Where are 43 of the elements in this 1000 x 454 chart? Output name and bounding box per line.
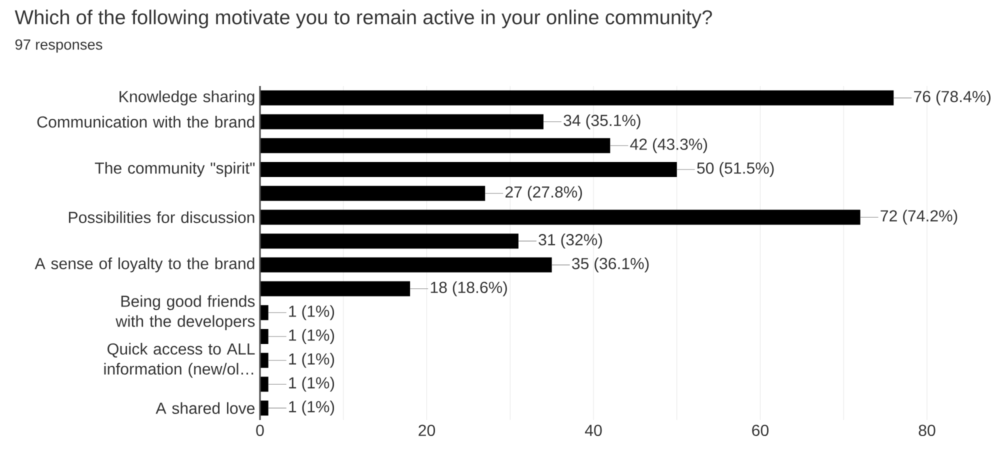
data-label: 72 (74.2%) <box>880 210 958 225</box>
x-tick-label: 80 <box>918 424 936 436</box>
data-label: 27 (27.8%) <box>506 186 582 201</box>
bar <box>260 162 677 178</box>
bar <box>260 281 410 296</box>
y-tick-label: Possibilities for discussion <box>68 211 254 224</box>
bar <box>260 90 894 106</box>
y-tick-label: The community "spirit" <box>94 162 255 177</box>
text: 97 responses <box>15 39 102 53</box>
y-tick-label: Knowledge sharing <box>120 90 254 106</box>
data-label: 50 (51.5%) <box>697 162 774 177</box>
data-label: 35 (36.1%) <box>572 257 649 272</box>
bar <box>260 400 268 416</box>
bar <box>260 257 552 272</box>
bar <box>260 329 268 344</box>
bar <box>260 138 610 154</box>
data-label: 1 (1%) <box>289 305 334 320</box>
x-tick-label: 20 <box>418 424 436 436</box>
data-label: 1 (1%) <box>289 352 334 368</box>
x-tick-label: 40 <box>584 424 602 436</box>
data-label: 18 (18.6%) <box>430 281 507 296</box>
data-label: 34 (35.1%) <box>564 114 640 130</box>
x-tick-label: 60 <box>752 424 769 436</box>
y-tick-label: Communication with the brand <box>37 116 254 128</box>
chart-title: Which of the following motivate you to remain active in your online community? <box>14 10 712 28</box>
data-label: 1 (1%) <box>289 376 334 392</box>
bar <box>260 376 268 392</box>
bar <box>260 114 544 130</box>
y-tick-label: Quick access to ALL information (new/ol… <box>104 342 255 378</box>
x-tick-label: 0 <box>256 424 264 436</box>
data-label: 42 (43.3%) <box>630 138 708 154</box>
bar <box>260 234 518 249</box>
data-label: 31 (32%) <box>538 234 602 249</box>
bar <box>260 305 268 320</box>
bar <box>260 210 860 225</box>
data-label: 1 (1%) <box>289 329 334 344</box>
data-label: 76 (78.4%) <box>914 90 990 106</box>
y-tick-label: A sense of loyalty to the brand <box>34 257 254 272</box>
y-tick-label: A shared love <box>156 402 255 414</box>
y-tick-label: Being good friends with the developers <box>116 295 255 330</box>
bar <box>260 186 486 201</box>
data-label: 1 (1%) <box>289 400 334 416</box>
bar <box>260 352 268 368</box>
